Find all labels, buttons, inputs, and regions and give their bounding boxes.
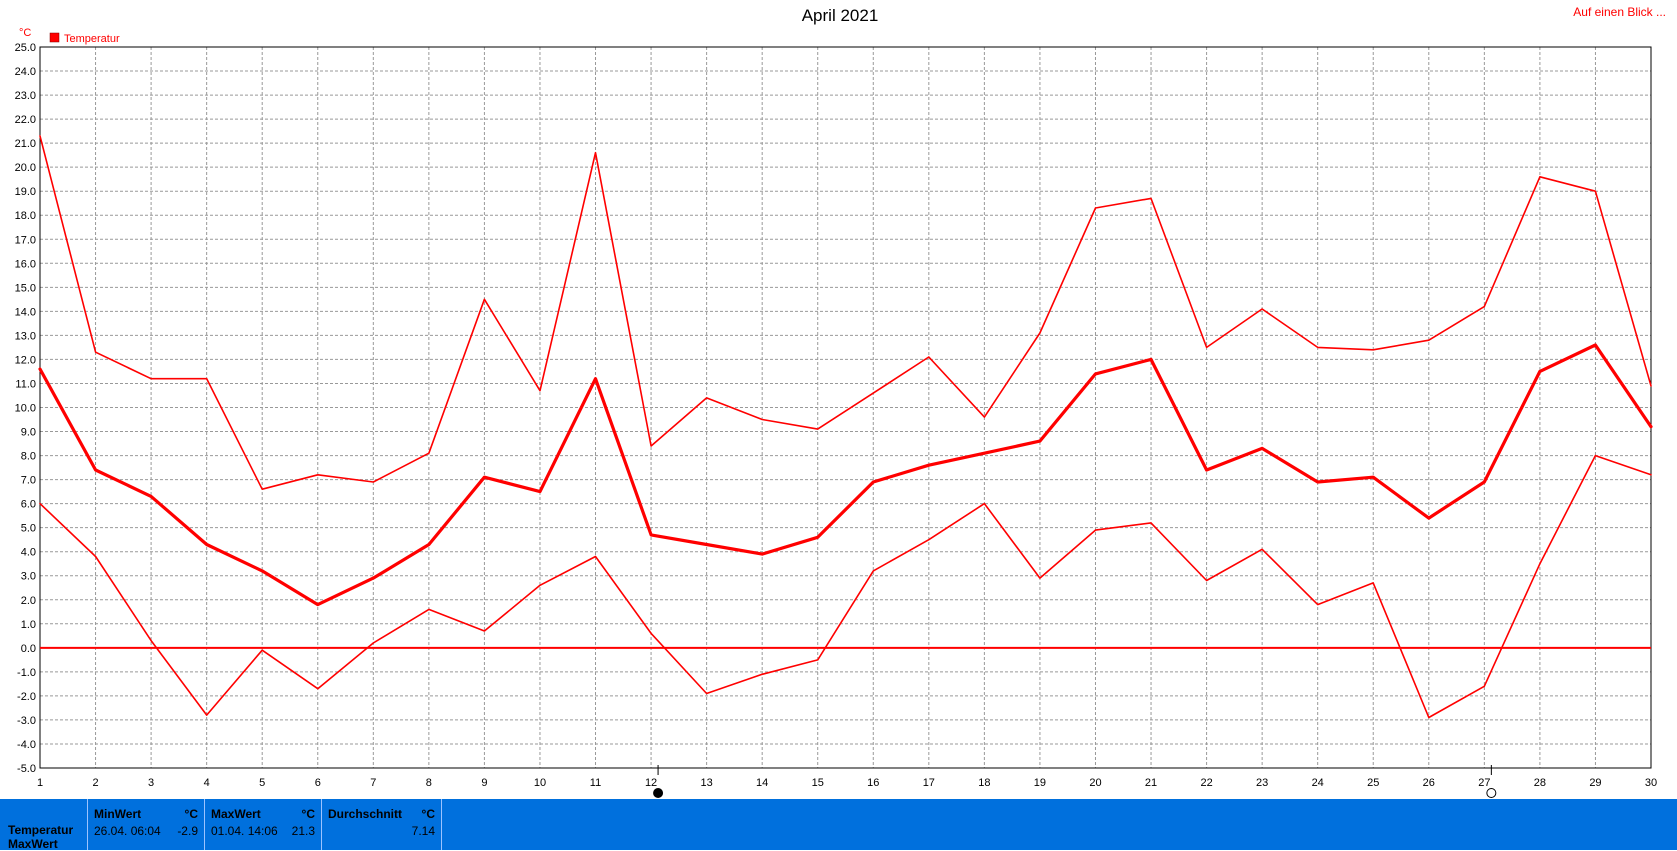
y-tick-label: -3.0 — [17, 715, 36, 727]
x-tick-label: 22 — [1200, 777, 1212, 789]
y-tick-label: -5.0 — [17, 763, 36, 775]
y-tick-label: 15.0 — [15, 282, 36, 294]
y-tick-label: 12.0 — [15, 354, 36, 366]
max-value: 21.3 — [291, 824, 315, 838]
x-tick-label: 2 — [92, 777, 98, 789]
x-tick-label: 11 — [590, 777, 601, 789]
x-tick-label: 20 — [1089, 777, 1101, 789]
full-moon-icon — [1486, 788, 1497, 798]
y-tick-label: 8.0 — [21, 451, 36, 463]
chart-title: April 2021 — [802, 6, 879, 25]
min-unit: °C — [184, 807, 198, 821]
y-tick-label: 1.0 — [21, 619, 36, 631]
y-tick-label: -2.0 — [17, 691, 36, 703]
y-tick-label: 11.0 — [15, 378, 36, 390]
series-line-min — [39, 454, 1652, 719]
row-label-maxwert: MaxWert — [8, 837, 58, 851]
average-block: Durchschnitt °C 7.14 — [322, 799, 442, 850]
x-tick-label: 5 — [259, 777, 265, 789]
y-tick-label: 22.0 — [15, 114, 36, 126]
y-tick-label: 21.0 — [15, 138, 36, 150]
min-time: 26.04. 06:04 — [94, 824, 161, 838]
x-tick-label: 25 — [1367, 777, 1379, 789]
y-tick-label: 19.0 — [15, 186, 36, 198]
min-value-block: MinWert °C 26.04. 06:04 -2.9 — [88, 799, 205, 850]
x-tick-label: 29 — [1589, 777, 1601, 789]
y-tick-label: -4.0 — [17, 739, 36, 751]
x-tick-label: 6 — [315, 777, 321, 789]
x-tick-label: 16 — [867, 777, 879, 789]
y-tick-label: 0.0 — [21, 643, 36, 655]
plot-frame — [39, 46, 1652, 769]
x-tick-label: 10 — [534, 777, 546, 789]
x-tick-label: 7 — [370, 777, 376, 789]
x-tick-label: 9 — [481, 777, 487, 789]
x-tick-label: 24 — [1312, 777, 1324, 789]
at-a-glance-link[interactable]: Auf einen Blick ... — [1573, 5, 1666, 19]
y-tick-label: 20.0 — [15, 162, 36, 174]
x-tick-label: 15 — [812, 777, 824, 789]
max-unit: °C — [301, 807, 315, 821]
legend-swatch — [49, 32, 60, 43]
x-tick-label: 19 — [1034, 777, 1046, 789]
x-tick-label: 13 — [700, 777, 712, 789]
y-tick-label: 5.0 — [21, 523, 36, 535]
row-label-block: Temperatur MaxWert — [0, 799, 88, 851]
series-line-avg — [38, 343, 1653, 607]
x-tick-label: 3 — [148, 777, 154, 789]
series-line-max — [39, 135, 1652, 491]
x-tick-label: 12 — [645, 777, 657, 789]
legend-label: Temperatur — [64, 33, 120, 45]
x-tick-label: 21 — [1145, 777, 1157, 789]
min-value: -2.9 — [177, 824, 198, 838]
y-tick-label: 4.0 — [21, 547, 36, 559]
x-tick-label: 27 — [1478, 777, 1490, 789]
y-tick-label: -1.0 — [17, 667, 36, 679]
y-tick-label: 25.0 — [15, 42, 36, 54]
y-tick-label: 2.0 — [21, 595, 36, 607]
y-tick-label: 3.0 — [21, 571, 36, 583]
x-tick-label: 18 — [978, 777, 990, 789]
x-tick-label: 28 — [1534, 777, 1546, 789]
max-value-block: MaxWert °C 01.04. 14:06 21.3 — [205, 799, 322, 850]
y-tick-label: 13.0 — [15, 330, 36, 342]
y-tick-label: 10.0 — [15, 403, 36, 415]
temperature-chart: April 2021 °C Temperatur 25.024.023.022.… — [15, 6, 1657, 798]
y-tick-label: 17.0 — [15, 234, 36, 246]
y-tick-label: 14.0 — [15, 306, 36, 318]
avg-unit: °C — [421, 807, 435, 821]
row-label-temperatur: Temperatur — [8, 823, 74, 837]
y-tick-label: 9.0 — [21, 427, 36, 439]
x-tick-label: 4 — [204, 777, 210, 789]
max-header: MaxWert — [211, 807, 261, 821]
y-tick-label: 18.0 — [15, 210, 36, 222]
statistics-bar: Temperatur MaxWert MinWert °C 26.04. 06:… — [0, 799, 1677, 851]
x-tick-label: 23 — [1256, 777, 1268, 789]
x-tick-label: 17 — [923, 777, 935, 789]
y-tick-label: 6.0 — [21, 499, 36, 511]
x-tick-label: 14 — [756, 777, 768, 789]
y-tick-label: 24.0 — [15, 66, 36, 78]
x-tick-label: 1 — [37, 777, 43, 789]
min-header: MinWert — [94, 807, 142, 821]
y-tick-label: 16.0 — [15, 258, 36, 270]
x-tick-label: 8 — [426, 777, 432, 789]
max-time: 01.04. 14:06 — [211, 824, 278, 838]
y-tick-label: 23.0 — [15, 90, 36, 102]
y-unit-label: °C — [19, 27, 31, 39]
new-moon-icon — [653, 788, 664, 798]
y-tick-label: 7.0 — [21, 475, 36, 487]
avg-value: 7.14 — [411, 824, 435, 838]
x-tick-label: 30 — [1645, 777, 1657, 789]
x-tick-label: 26 — [1423, 777, 1435, 789]
avg-header: Durchschnitt — [328, 807, 403, 821]
